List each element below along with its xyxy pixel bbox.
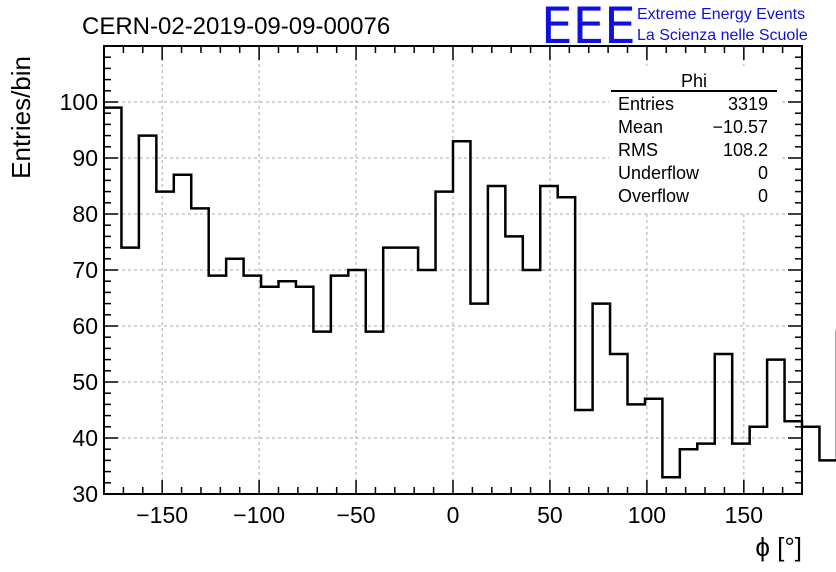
- stats-label-underflow: Underflow: [618, 163, 700, 183]
- y-tick-label: 100: [60, 89, 98, 115]
- stats-box: Phi Entries 3319 Mean −10.57 RMS 108.2 U…: [609, 66, 779, 211]
- histogram-bin: [732, 444, 749, 494]
- histogram-bin: [418, 270, 435, 494]
- x-tick-label: 100: [628, 502, 666, 528]
- histogram-bin: [244, 276, 261, 494]
- histogram-bin: [558, 197, 575, 494]
- histogram-bin: [226, 259, 243, 494]
- logo-line-1: Extreme Energy Events: [637, 6, 805, 23]
- stats-title: Phi: [681, 71, 707, 91]
- y-tick-labels: 30 40 50 60 70 80 90 100: [60, 89, 98, 507]
- histogram-bin: [209, 276, 226, 494]
- histogram-bin: [610, 354, 627, 494]
- stats-label-mean: Mean: [618, 117, 663, 137]
- histogram-bin: [383, 248, 400, 494]
- histogram-bin: [191, 208, 208, 494]
- histogram-bin: [453, 141, 470, 494]
- histogram-bin: [750, 427, 767, 494]
- x-tick-label: −50: [337, 502, 376, 528]
- histogram-bin: [470, 304, 487, 494]
- histogram-bin: [401, 248, 418, 494]
- histogram-bin: [261, 287, 278, 494]
- histogram-bin: [767, 360, 784, 494]
- x-axis-title: ϕ [°]: [755, 532, 802, 562]
- histogram-bin: [680, 449, 697, 494]
- stats-value-entries: 3319: [728, 94, 768, 114]
- stats-value-underflow: 0: [758, 163, 768, 183]
- histogram-outline: [104, 106, 836, 479]
- histogram-bin: [662, 477, 679, 494]
- logo-line-2: La Scienza nelle Scuole: [637, 27, 808, 44]
- stats-value-rms: 108.2: [723, 140, 768, 160]
- y-tick-label: 40: [72, 425, 98, 451]
- histogram-bin: [121, 248, 138, 494]
- histogram-bin: [715, 354, 732, 494]
- histogram-bin: [540, 186, 557, 494]
- histogram-bin: [575, 410, 592, 494]
- y-tick-label: 80: [72, 201, 98, 227]
- stats-value-mean: −10.57: [712, 117, 768, 137]
- x-tick-label: −150: [136, 502, 188, 528]
- histogram-bin: [174, 175, 191, 494]
- y-tick-label: 50: [72, 369, 98, 395]
- stats-value-overflow: 0: [758, 186, 768, 206]
- y-tick-label: 90: [72, 145, 98, 171]
- histogram-bin: [505, 236, 522, 494]
- histogram-bin: [488, 186, 505, 494]
- histogram-bin: [279, 281, 296, 494]
- x-tick-label: 0: [447, 502, 460, 528]
- histogram-bin: [697, 444, 714, 494]
- x-tick-label: 150: [725, 502, 763, 528]
- histogram-bin: [645, 399, 662, 494]
- histogram-bin: [331, 276, 348, 494]
- chart-title: CERN-02-2019-09-09-00076: [82, 13, 390, 40]
- stats-label-entries: Entries: [618, 94, 674, 114]
- eee-logo: EEE Extreme Energy Events La Scienza nel…: [541, 0, 808, 55]
- x-tick-label: −100: [233, 502, 285, 528]
- histogram-bin: [802, 427, 819, 494]
- x-tick-label: 50: [537, 502, 563, 528]
- y-tick-label: 30: [72, 481, 98, 507]
- histogram-bin: [104, 108, 121, 494]
- stats-label-rms: RMS: [618, 140, 658, 160]
- plot-frame: [103, 45, 803, 495]
- histogram-bin: [313, 332, 330, 494]
- histogram-bin: [139, 136, 156, 494]
- histogram-bin: [436, 192, 453, 494]
- y-axis-title: Entries/bin: [6, 56, 36, 179]
- y-tick-label: 60: [72, 313, 98, 339]
- histogram-bin: [628, 404, 645, 494]
- x-tick-labels: −150 −100 −50 0 50 100 150: [136, 502, 763, 528]
- histogram-bin: [819, 460, 836, 494]
- histogram-bin: [156, 192, 173, 494]
- stats-label-overflow: Overflow: [618, 186, 690, 206]
- histogram-bin: [296, 287, 313, 494]
- histogram-bin: [366, 332, 383, 494]
- histogram-bin: [593, 304, 610, 494]
- y-tick-label: 70: [72, 257, 98, 283]
